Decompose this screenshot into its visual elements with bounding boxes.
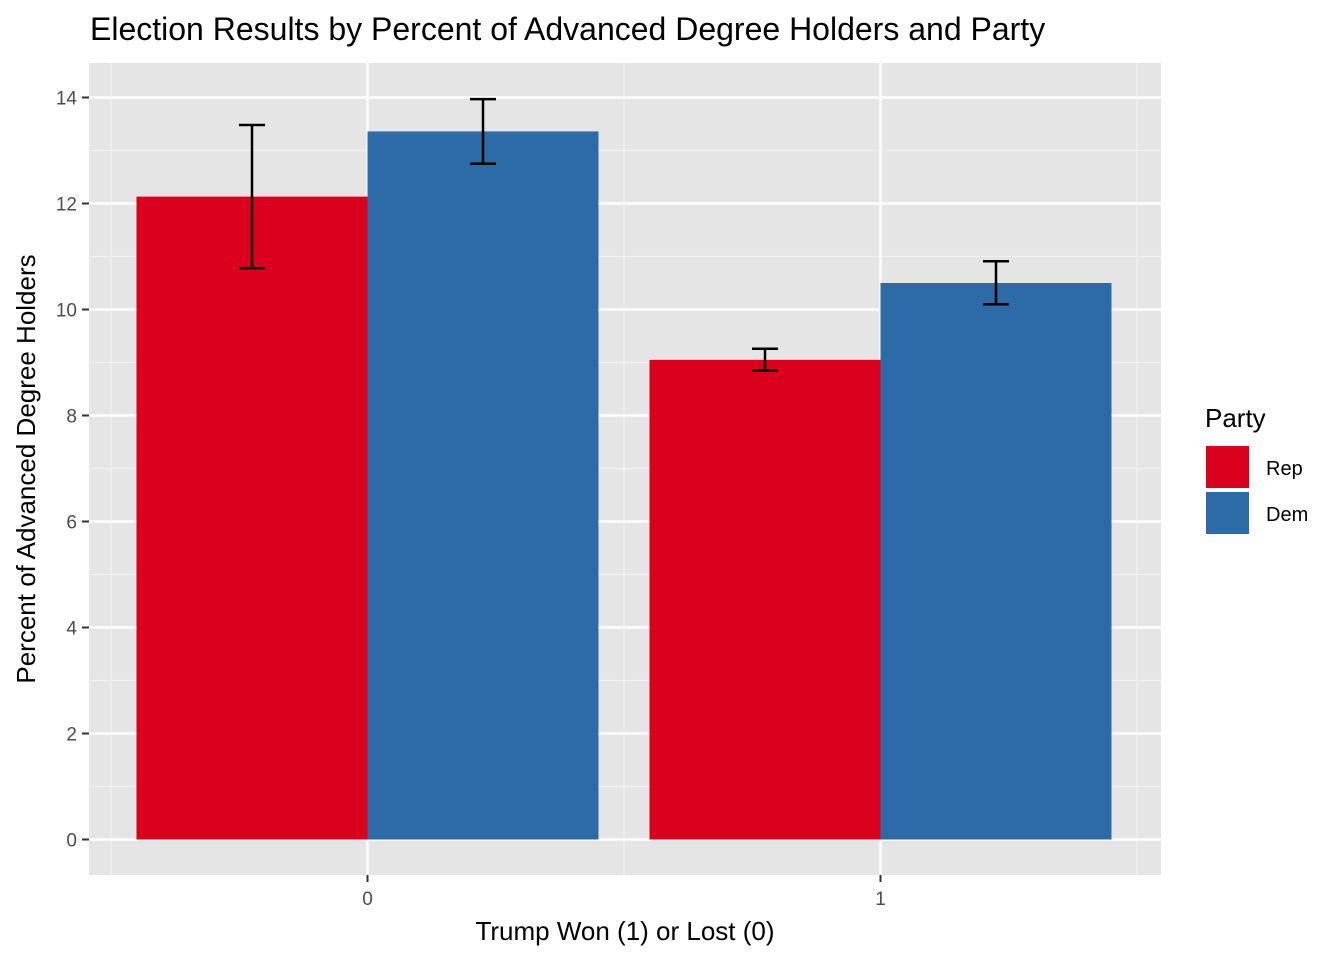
y-tick-label: 10 [56,301,77,322]
chart-title: Election Results by Percent of Advanced … [90,11,1045,47]
y-tick-label: 0 [66,831,77,852]
x-axis-title: Trump Won (1) or Lost (0) [475,916,774,946]
y-tick-label: 14 [56,89,78,110]
legend: Party Rep Dem [1205,403,1308,534]
legend-key-rep [1206,446,1249,488]
legend-key-dem [1206,492,1249,534]
bar-rep [650,360,881,840]
legend-title: Party [1205,403,1266,433]
y-tick-label: 4 [66,619,77,640]
legend-label-rep: Rep [1266,458,1303,480]
y-tick-label: 2 [66,725,77,746]
bar-rep [137,197,368,840]
legend-label-dem: Dem [1266,504,1308,526]
bar-dem [881,283,1112,840]
x-tick-label: 0 [362,889,373,910]
y-axis: 0 2 4 6 8 10 12 14 [56,89,89,852]
x-tick-label: 1 [875,889,886,910]
y-tick-label: 8 [66,407,77,428]
y-axis-title: Percent of Advanced Degree Holders [11,254,41,683]
y-tick-label: 6 [66,513,77,534]
bar-dem [368,131,599,839]
y-tick-label: 12 [56,195,77,216]
